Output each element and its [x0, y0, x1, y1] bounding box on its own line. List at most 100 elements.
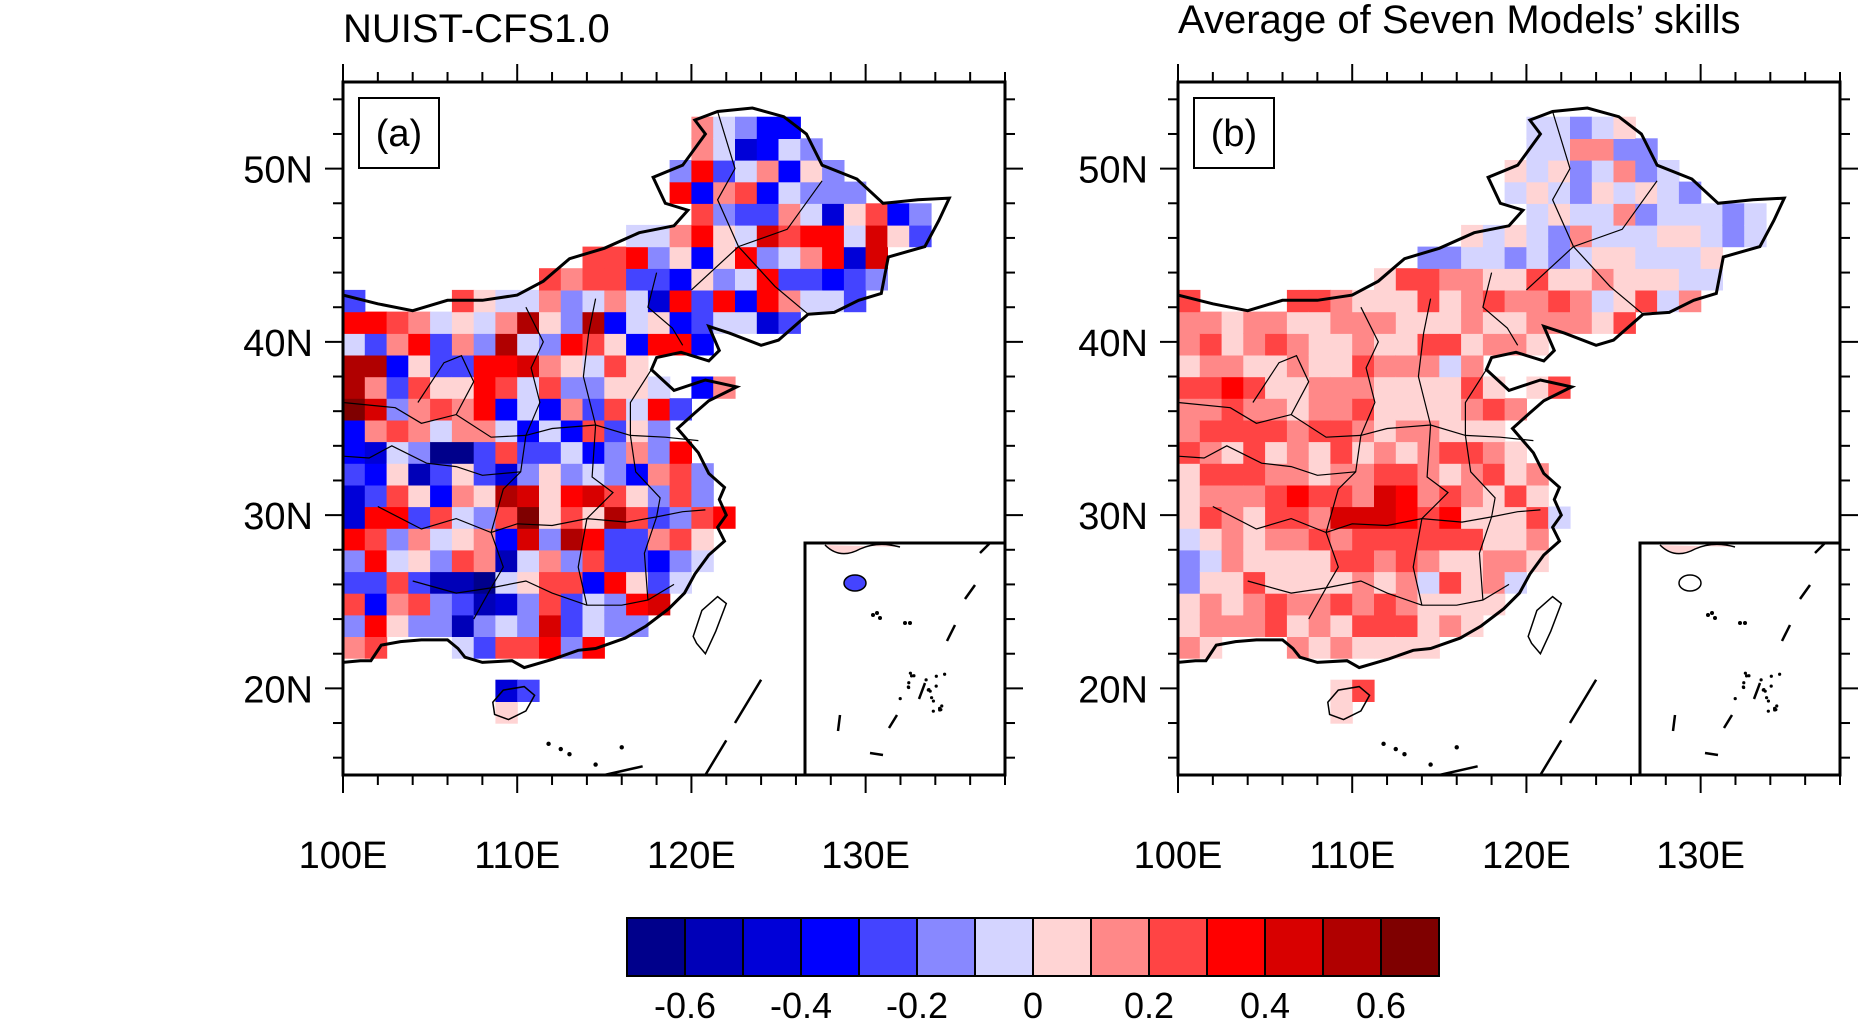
- grid-cell: [1199, 398, 1223, 421]
- grid-cell: [1374, 311, 1397, 334]
- grid-cell: [1374, 614, 1397, 637]
- province-boundary: [629, 369, 661, 601]
- grid-cell: [1417, 549, 1440, 573]
- grid-cell: [1286, 419, 1310, 443]
- grid-cell: [778, 289, 801, 313]
- grid-cell: [1221, 571, 1244, 594]
- grid-cell: [1504, 441, 1527, 464]
- grid-cell: [1635, 246, 1658, 269]
- grid-cell: [1178, 549, 1201, 573]
- grid-cell: [1178, 376, 1201, 399]
- grid-cell: [1330, 419, 1353, 443]
- grid-cell: [1395, 549, 1419, 573]
- grid-cell: [1330, 549, 1353, 573]
- grid-cell: [473, 484, 497, 508]
- grid-cell: [560, 484, 584, 508]
- grid-cell: [1178, 354, 1201, 378]
- grid-cell: [560, 398, 584, 421]
- grid-cell: [669, 181, 692, 204]
- grid-cell: [582, 571, 605, 594]
- grid-cell: [517, 614, 540, 637]
- grid-cell: [495, 484, 518, 508]
- province-boundary: [412, 580, 675, 606]
- hainan-outline: [1327, 685, 1371, 721]
- province-boundary: [1212, 505, 1541, 534]
- grid-cell: [1265, 463, 1288, 486]
- map-frame-a: [341, 80, 1007, 777]
- grid-cell: [1439, 463, 1462, 486]
- grid-cell: [451, 636, 475, 659]
- grid-cell: [1395, 441, 1419, 464]
- grid-cell: [560, 549, 584, 573]
- grid-cell: [1308, 419, 1332, 443]
- inset-dash: [1780, 624, 1792, 642]
- grid-cell: [1330, 593, 1353, 616]
- grid-cell: [364, 333, 388, 356]
- grid-cell: [1570, 181, 1593, 204]
- grid-cell: [1570, 116, 1593, 139]
- grid-cell: [887, 224, 910, 248]
- grid-cell: [756, 246, 780, 269]
- grid-cell: [1722, 224, 1745, 248]
- grid-cell: [1395, 419, 1419, 443]
- grid-cell: [517, 549, 540, 573]
- inset-island: [1761, 688, 1765, 692]
- grid-cell: [1526, 333, 1549, 356]
- grid-cell: [408, 484, 431, 508]
- grid-cell: [1395, 593, 1419, 616]
- inset-island: [931, 709, 935, 713]
- lon-tick-label: 120E: [1482, 835, 1571, 877]
- grid-cell: [1330, 289, 1353, 313]
- colorbar-swatch: [626, 917, 686, 977]
- grid-cell: [430, 419, 453, 443]
- grid-cell: [1678, 181, 1702, 204]
- grid-cell: [1308, 333, 1332, 356]
- grid-cell: [495, 549, 518, 573]
- grid-cell: [1482, 268, 1506, 291]
- grid-cell: [1482, 506, 1506, 529]
- grid-cell: [1178, 398, 1201, 421]
- grid-cell: [1635, 268, 1658, 291]
- grid-cell: [1570, 268, 1593, 291]
- grid-cell: [691, 181, 714, 204]
- province-boundary: [1464, 369, 1496, 601]
- lat-tick-label: 50N: [1078, 150, 1148, 192]
- grid-cell: [669, 506, 692, 529]
- colorbar-label: -0.2: [886, 985, 948, 1026]
- grid-cell: [1286, 333, 1310, 356]
- grid-cell: [647, 549, 671, 573]
- grid-cell: [756, 116, 780, 139]
- grid-cell: [1243, 484, 1266, 508]
- grid-cell: [1657, 224, 1680, 248]
- grid-cell: [669, 528, 692, 551]
- grid-cell: [451, 571, 475, 594]
- grid-cell: [887, 203, 910, 226]
- grid-cell: [1439, 593, 1462, 616]
- grid-cell: [408, 528, 431, 551]
- grid-cell: [843, 268, 867, 291]
- grid-cell: [364, 636, 388, 659]
- grid-cell: [626, 441, 649, 464]
- grid-cell: [1221, 614, 1244, 637]
- grid-cell: [1591, 289, 1615, 313]
- grid-cell: [647, 268, 671, 291]
- grid-cell: [1417, 419, 1440, 443]
- colorbar-swatch: [1148, 917, 1208, 977]
- island-dot: [567, 752, 572, 757]
- grid-cell: [1243, 419, 1266, 443]
- grid-cell: [408, 463, 431, 486]
- grid-cell: [800, 268, 823, 291]
- grid-cell: [473, 636, 497, 659]
- inset-island: [908, 671, 912, 675]
- coastline-b: [1178, 106, 1787, 775]
- grid-cell: [1504, 484, 1527, 508]
- grid-cell: [1374, 463, 1397, 486]
- grid-cell: [604, 268, 627, 291]
- lon-tick-label: 110E: [474, 835, 560, 877]
- nine-dash-line: [1538, 739, 1563, 775]
- grid-cell: [1308, 614, 1332, 637]
- inset-island: [1742, 685, 1746, 690]
- grid-cell: [1286, 571, 1310, 594]
- grid-cell: [604, 289, 627, 313]
- grid-cell: [1243, 376, 1266, 399]
